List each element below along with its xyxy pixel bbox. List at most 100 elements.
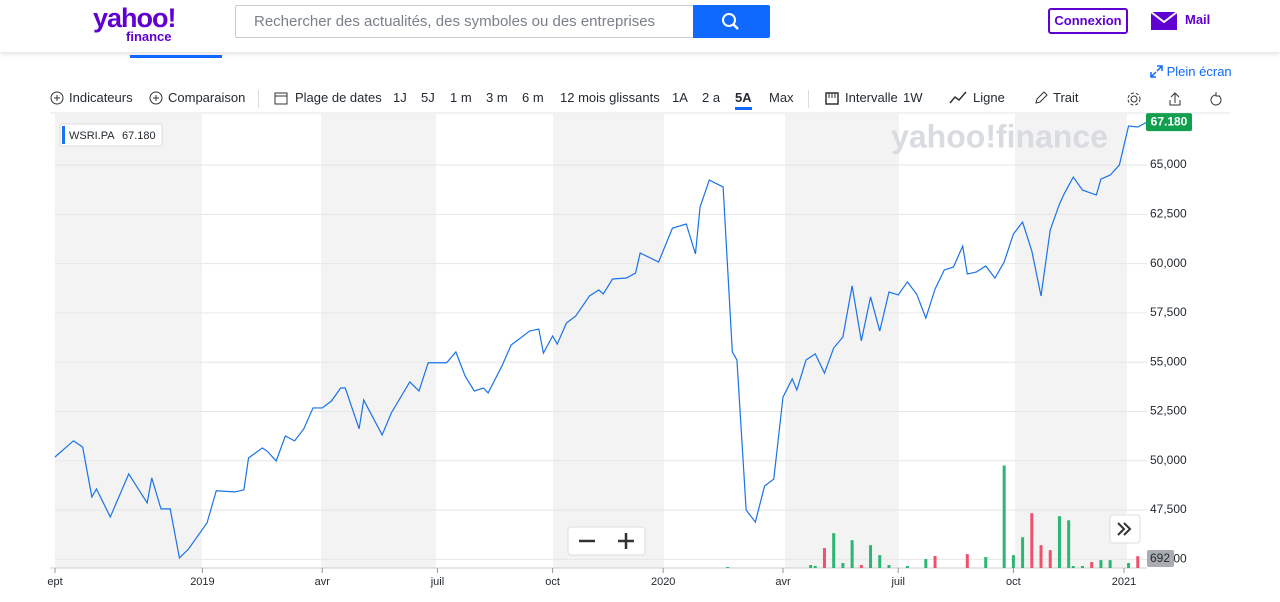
volume-bar xyxy=(984,557,988,568)
x-tick-label: juil xyxy=(890,576,904,588)
x-tick-label: 2020 xyxy=(651,576,675,588)
y-tick-label: 50,000 xyxy=(1150,453,1187,467)
volume-bar xyxy=(965,554,969,568)
volume-bar xyxy=(850,540,854,568)
volume-bar xyxy=(1039,545,1043,568)
volume-bar xyxy=(809,565,813,568)
range-option[interactable]: 1 m xyxy=(450,90,472,105)
range-option[interactable]: Max xyxy=(769,90,794,105)
active-tab-indicator xyxy=(130,55,222,58)
volume-bar xyxy=(1030,513,1034,568)
volume-bar xyxy=(1071,566,1075,568)
search-box[interactable]: Rechercher des actualités, des symboles … xyxy=(235,5,693,38)
icon-calendar xyxy=(274,92,288,105)
zoom-in[interactable] xyxy=(618,533,634,549)
x-tick-label: avr xyxy=(775,576,791,588)
volume-tag-label: 692 xyxy=(1150,551,1170,565)
volume-bar xyxy=(1127,563,1131,568)
range-option[interactable]: 3 m xyxy=(486,90,508,105)
volume-bar xyxy=(813,566,817,568)
price-tag-label: 67.180 xyxy=(1151,114,1188,128)
volume-bar xyxy=(1099,560,1103,568)
x-tick-label: 2021 xyxy=(1112,576,1136,588)
range-option-active[interactable]: 5A xyxy=(735,90,752,110)
volume-bar xyxy=(1048,550,1052,568)
toolbar-item[interactable]: Trait xyxy=(1053,90,1079,105)
search-icon xyxy=(722,13,739,30)
legend-box xyxy=(59,123,163,147)
y-tick-label: 65,000 xyxy=(1150,157,1187,171)
volume-bar xyxy=(887,565,891,568)
y-tick-label: 55,000 xyxy=(1150,354,1187,368)
mail-link[interactable]: Mail xyxy=(1185,12,1211,27)
y-tick-label: 47,500 xyxy=(1150,502,1187,516)
logo-sub: finance xyxy=(126,29,172,44)
y-tick-label: 57,500 xyxy=(1150,305,1187,319)
login-button[interactable]: Connexion xyxy=(1048,8,1128,34)
mail-icon[interactable] xyxy=(1150,10,1178,32)
scroll-icon xyxy=(1117,522,1132,536)
volume-bar xyxy=(1136,556,1140,568)
toolbar-icons[interactable] xyxy=(1127,91,1227,107)
toolbar-item[interactable]: Plage de dates xyxy=(295,90,382,105)
header: yahoo! finance Rechercher des actualités… xyxy=(0,0,1280,52)
toolbar-item[interactable]: Comparaison xyxy=(168,90,246,105)
legend-swatch xyxy=(62,126,65,144)
volume-bar xyxy=(1080,566,1084,568)
search-button[interactable] xyxy=(693,5,770,38)
fullscreen-icon xyxy=(1150,65,1163,78)
volume-bar xyxy=(1011,555,1015,568)
icon-add xyxy=(50,91,64,105)
volume-bar xyxy=(1090,561,1094,568)
x-tick-label: 2019 xyxy=(190,576,214,588)
range-option[interactable]: 5J xyxy=(421,90,435,105)
x-tick-label: juil xyxy=(430,576,444,588)
volume-bar xyxy=(1021,537,1025,568)
legend-label: WSRI.PA xyxy=(69,130,115,142)
interval-value[interactable]: 1W xyxy=(903,90,923,105)
x-tick-label: oct xyxy=(1006,576,1021,588)
volume-bar xyxy=(905,566,909,568)
toolbar-item[interactable]: Intervalle xyxy=(845,90,898,105)
scroll-right[interactable] xyxy=(1109,514,1141,544)
volume-bar xyxy=(924,559,928,568)
search-placeholder: Rechercher des actualités, des symboles … xyxy=(254,13,656,30)
volume-bar xyxy=(1057,516,1061,568)
toolbar-item[interactable]: Ligne xyxy=(973,90,1005,105)
logo[interactable]: yahoo! xyxy=(93,3,177,33)
price-tag xyxy=(1146,113,1192,132)
icon-line xyxy=(949,91,967,104)
separator xyxy=(258,90,259,108)
volume-bar xyxy=(869,545,873,568)
watermark: yahoo!finance xyxy=(891,118,1108,154)
range-option[interactable]: 12 mois glissants xyxy=(560,90,660,105)
volume-bar xyxy=(933,555,937,568)
range-option[interactable]: 2 a xyxy=(702,90,721,105)
fullscreen-link[interactable]: Plein écran xyxy=(1150,64,1232,79)
period-bands xyxy=(55,114,1127,568)
range-option[interactable]: 6 m xyxy=(522,90,544,105)
y-tick-label: 52,500 xyxy=(1150,404,1187,418)
zoom-controls[interactable] xyxy=(567,526,646,556)
y-tick-label: 60,000 xyxy=(1150,256,1187,270)
x-tick-label: oct xyxy=(545,576,560,588)
price-line xyxy=(54,121,1148,560)
volume-bar xyxy=(1002,465,1006,568)
volume-bar xyxy=(822,548,826,568)
volume-bar xyxy=(878,555,882,568)
x-tick-label: avr xyxy=(315,576,331,588)
icon-add xyxy=(149,91,163,105)
toolbar-item[interactable]: Indicateurs xyxy=(69,90,133,105)
legend-value: 67.180 xyxy=(122,130,156,142)
icon-draw xyxy=(1035,91,1048,104)
volume-bar xyxy=(841,563,845,568)
x-tick-label: ept xyxy=(47,576,62,588)
volume-bar xyxy=(1067,520,1071,568)
range-option[interactable]: 1J xyxy=(393,90,407,105)
fullscreen-text: Plein écran xyxy=(1166,64,1232,79)
range-option[interactable]: 1A xyxy=(672,90,688,105)
volume-bar xyxy=(859,565,863,568)
volume-bar xyxy=(726,567,730,568)
